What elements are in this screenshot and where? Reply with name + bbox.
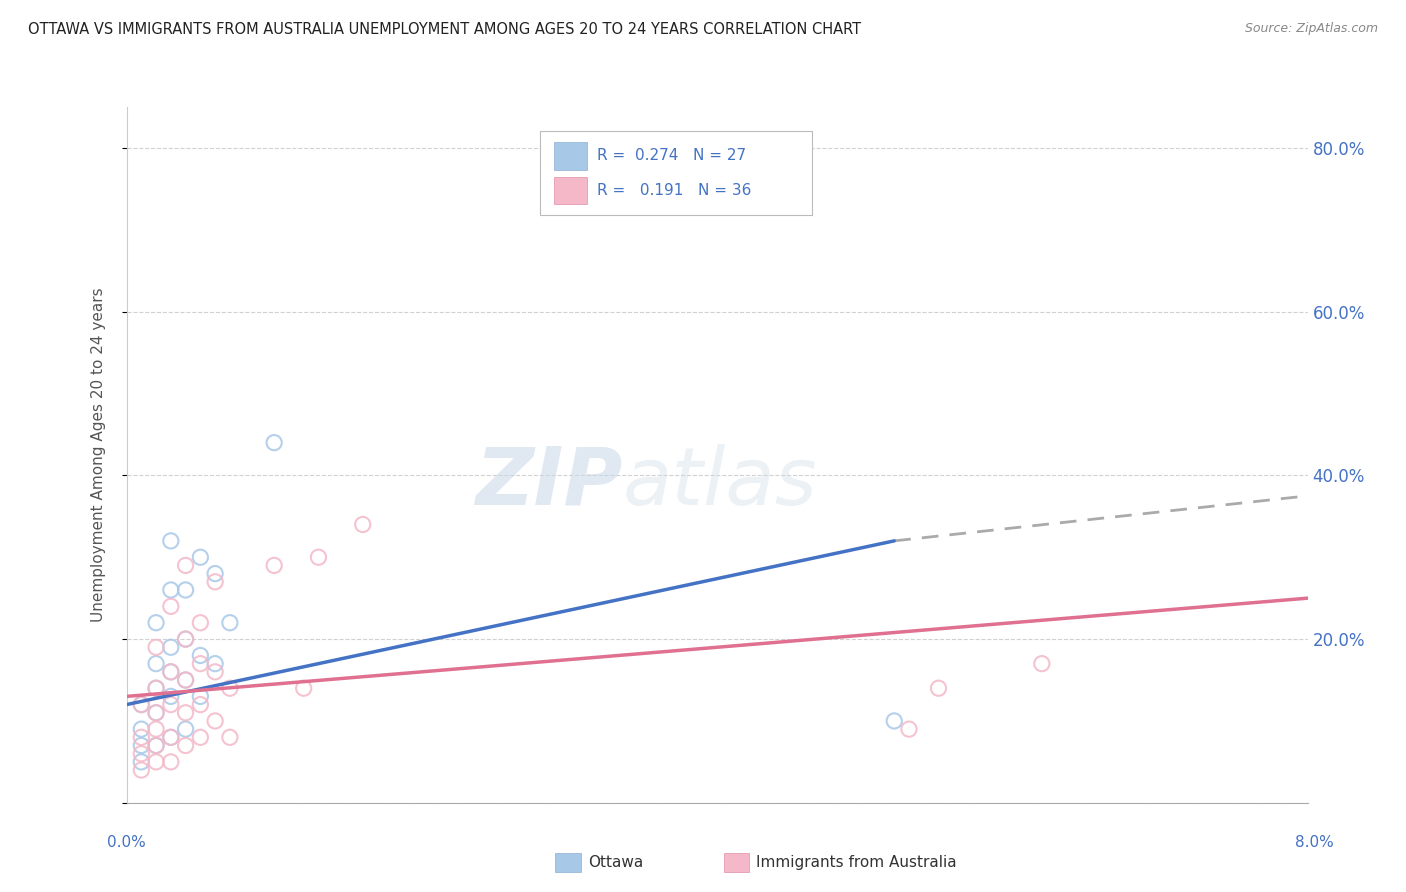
Point — [188, 615, 211, 630]
Point — [188, 698, 211, 712]
Point — [145, 739, 167, 753]
Bar — [554, 142, 588, 169]
Point — [188, 657, 211, 671]
Point — [174, 582, 197, 597]
Point — [129, 755, 153, 769]
Point — [145, 657, 167, 671]
Point — [160, 731, 183, 745]
Point — [145, 681, 167, 696]
Text: 0.0%: 0.0% — [107, 836, 146, 850]
Point — [160, 690, 183, 704]
Point — [307, 550, 329, 565]
Point — [897, 722, 920, 736]
Point — [129, 747, 153, 761]
Point — [129, 698, 153, 712]
Point — [263, 435, 285, 450]
Point — [145, 615, 167, 630]
Point — [928, 681, 950, 696]
Point — [174, 673, 197, 687]
Point — [883, 714, 905, 728]
Point — [188, 690, 211, 704]
Point — [204, 566, 226, 581]
Point — [145, 722, 167, 736]
Point — [204, 657, 226, 671]
Point — [160, 582, 183, 597]
Point — [145, 681, 167, 696]
Point — [145, 706, 167, 720]
Point — [174, 673, 197, 687]
Point — [174, 722, 197, 736]
Point — [174, 632, 197, 646]
Y-axis label: Unemployment Among Ages 20 to 24 years: Unemployment Among Ages 20 to 24 years — [91, 287, 105, 623]
Text: atlas: atlas — [623, 443, 817, 522]
Point — [129, 722, 153, 736]
Point — [129, 739, 153, 753]
Point — [174, 706, 197, 720]
Point — [145, 706, 167, 720]
Point — [174, 739, 197, 753]
FancyBboxPatch shape — [540, 131, 811, 215]
Point — [145, 640, 167, 655]
Point — [145, 755, 167, 769]
Point — [263, 558, 285, 573]
Point — [204, 665, 226, 679]
Point — [219, 615, 242, 630]
Point — [292, 681, 315, 696]
Text: R =   0.191   N = 36: R = 0.191 N = 36 — [596, 183, 751, 198]
Point — [160, 665, 183, 679]
Point — [174, 558, 197, 573]
Text: 8.0%: 8.0% — [1295, 836, 1334, 850]
Point — [160, 698, 183, 712]
Point — [160, 533, 183, 548]
Text: OTTAWA VS IMMIGRANTS FROM AUSTRALIA UNEMPLOYMENT AMONG AGES 20 TO 24 YEARS CORRE: OTTAWA VS IMMIGRANTS FROM AUSTRALIA UNEM… — [28, 22, 862, 37]
Point — [219, 681, 242, 696]
Point — [160, 599, 183, 614]
Text: Ottawa: Ottawa — [588, 855, 643, 870]
Point — [188, 731, 211, 745]
Point — [129, 731, 153, 745]
Point — [188, 648, 211, 663]
Point — [1031, 657, 1053, 671]
Point — [352, 517, 374, 532]
Text: R =  0.274   N = 27: R = 0.274 N = 27 — [596, 148, 745, 163]
Point — [129, 763, 153, 777]
Text: ZIP: ZIP — [475, 443, 623, 522]
Point — [204, 574, 226, 589]
Point — [174, 632, 197, 646]
Point — [219, 731, 242, 745]
Point — [204, 714, 226, 728]
Text: Source: ZipAtlas.com: Source: ZipAtlas.com — [1244, 22, 1378, 36]
Point — [129, 698, 153, 712]
Bar — [554, 177, 588, 204]
Point — [160, 731, 183, 745]
Point — [160, 665, 183, 679]
Point — [188, 550, 211, 565]
Point — [160, 640, 183, 655]
Point — [145, 739, 167, 753]
Point — [160, 755, 183, 769]
Text: Immigrants from Australia: Immigrants from Australia — [756, 855, 957, 870]
